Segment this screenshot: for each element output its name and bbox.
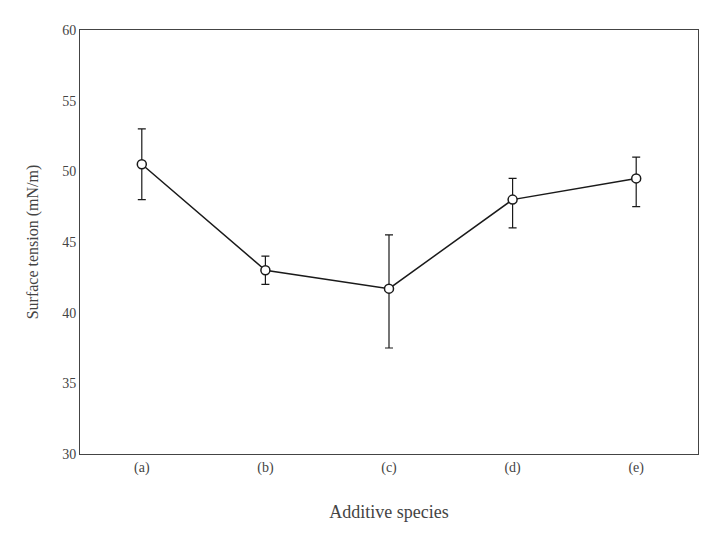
svg-text:35: 35 <box>62 376 76 391</box>
svg-text:(e): (e) <box>628 460 644 476</box>
svg-text:50: 50 <box>62 164 76 179</box>
svg-text:(b): (b) <box>257 460 274 476</box>
svg-text:Additive species: Additive species <box>329 502 448 522</box>
svg-text:(c): (c) <box>381 460 397 476</box>
svg-text:40: 40 <box>62 306 76 321</box>
svg-text:(a): (a) <box>134 460 150 476</box>
svg-text:45: 45 <box>62 235 76 250</box>
svg-text:30: 30 <box>62 447 76 462</box>
svg-text:55: 55 <box>62 94 76 109</box>
svg-text:(d): (d) <box>504 460 521 476</box>
svg-text:Surface tension (mN/m): Surface tension (mN/m) <box>24 165 42 320</box>
svg-text:60: 60 <box>62 23 76 38</box>
